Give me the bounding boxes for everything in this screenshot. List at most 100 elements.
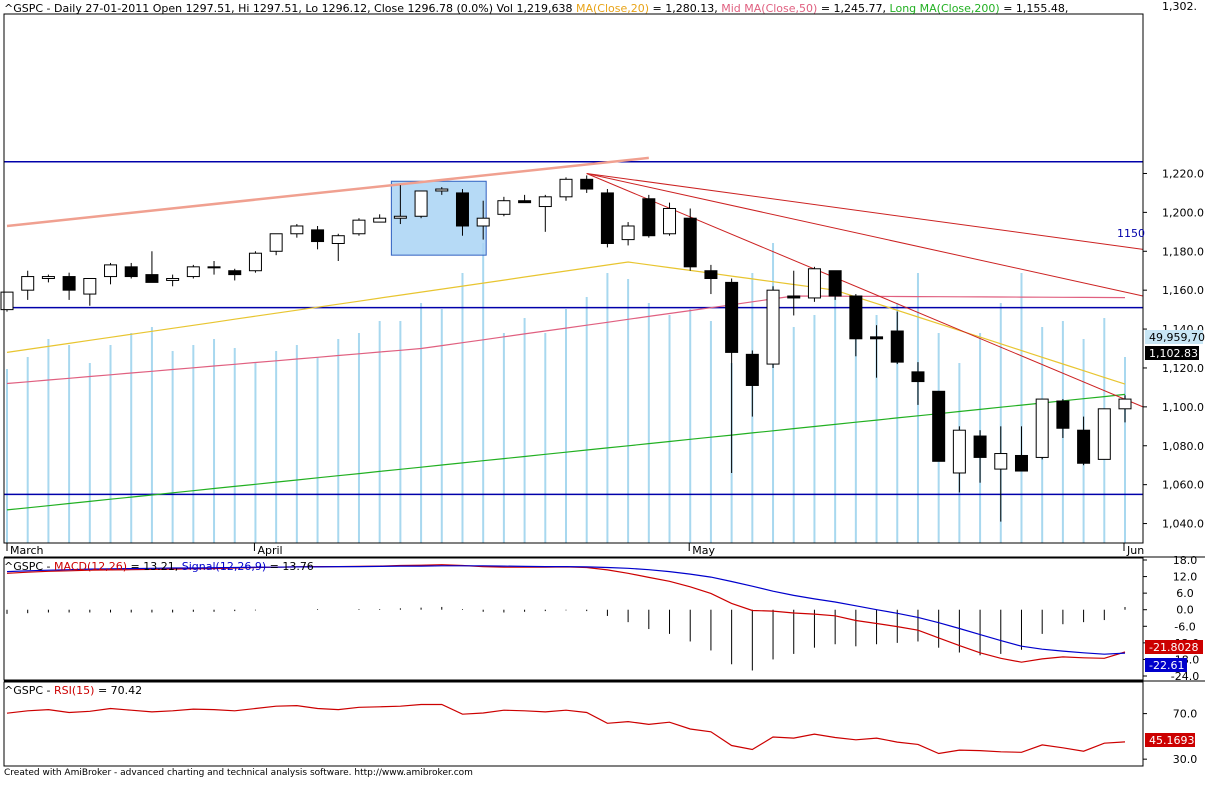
resistance-trend-line [586, 172, 1144, 250]
upper-trend-line [6, 156, 649, 228]
candle-body [828, 270, 842, 297]
price-header-prefix: ^GSPC - Daily 27-01-2011 Open 1297.51, H… [4, 2, 573, 15]
candle-body [890, 330, 904, 363]
candle-body [435, 188, 449, 192]
candle-body [580, 178, 594, 190]
candle-body [21, 276, 35, 291]
candle-body [228, 270, 242, 276]
candle-body [62, 276, 76, 291]
candle-body [745, 353, 759, 386]
signal-legend: Signal(12,26,9) [181, 560, 267, 573]
candle-body [414, 190, 428, 217]
macd-value-marker: -21.8028 [1149, 641, 1198, 654]
level-1150-label: 1150 [1117, 227, 1145, 240]
rsi-panel-header: ^GSPC - RSI(15) = 70.42 [4, 684, 142, 698]
price-axis-label: 1,180.0 [1162, 245, 1204, 258]
candle-body [476, 217, 490, 227]
candle-body [124, 266, 138, 278]
candle-body [911, 371, 925, 383]
x-axis-label: Jun [1126, 544, 1144, 557]
last-price-marker-box [1145, 346, 1199, 360]
rsi-axis-label: 70.0 [1173, 708, 1198, 721]
candle-body [952, 429, 966, 474]
price-panel-header: ^GSPC - Daily 27-01-2011 Open 1297.51, H… [4, 2, 1068, 16]
candle-body [683, 217, 697, 268]
candle-body [166, 278, 180, 281]
price-axis-label: 1,200.0 [1162, 206, 1204, 219]
macd-value-marker-box [1145, 640, 1203, 654]
resistance-trend-line [586, 173, 1144, 408]
price-panel-frame [3, 13, 1144, 544]
candle-body [497, 200, 511, 215]
macd-panel-frame [3, 557, 1144, 681]
candle-body [373, 217, 387, 223]
x-axis-label: May [692, 544, 715, 557]
volume-marker-label: 49,959,70 [1149, 331, 1205, 344]
macd-axis-label: -6.0 [1174, 620, 1195, 633]
candle-body [600, 192, 614, 244]
candle-body [393, 215, 407, 219]
candle-body [518, 200, 532, 204]
candle-body [994, 453, 1008, 470]
footer-credit: Created with AmiBroker - advanced charti… [4, 768, 473, 778]
price-axis-label: 1,060.0 [1162, 479, 1204, 492]
candle-body [725, 281, 739, 353]
candle-body [663, 207, 677, 235]
macd-legend: MACD(12,26) [54, 560, 128, 573]
ma200-legend-value: = 1,155.48, [999, 2, 1069, 15]
candle-body [186, 266, 200, 278]
candle-body [973, 435, 987, 458]
ma50-line [6, 295, 1126, 385]
candle-body [642, 198, 656, 237]
candle-body [248, 252, 262, 272]
signal-line [6, 565, 1126, 655]
candle-body [1118, 398, 1132, 410]
candle-body [0, 291, 14, 311]
candle-body [704, 270, 718, 279]
macd-header-prefix: ^GSPC - [4, 560, 54, 573]
rsi-value-marker: 45.1693 [1149, 734, 1195, 747]
price-axis-label: 1,220.0 [1162, 167, 1204, 180]
price-axis-label: 1,080.0 [1162, 440, 1204, 453]
candle-body [621, 225, 635, 241]
last-price-marker-label: 1,102.83 [1149, 347, 1198, 360]
ma50-legend-value: = 1,245.77, [817, 2, 887, 15]
candle-body [331, 235, 345, 244]
candle-body [1014, 454, 1028, 472]
macd-panel-header: ^GSPC - MACD(12,26) = 13.21, Signal(12,2… [4, 560, 314, 574]
macd-legend-value: = 13.21, [127, 560, 182, 573]
ma20-line [6, 261, 1126, 385]
candle-body [1056, 400, 1070, 429]
candle-body [932, 390, 946, 462]
candle-body [787, 295, 801, 299]
candle-body [290, 225, 304, 235]
price-axis-label: 1,302. [1162, 0, 1197, 13]
candle-body [455, 192, 469, 227]
rsi-legend: RSI(15) [54, 684, 95, 697]
volume-marker-box [1145, 330, 1203, 344]
price-axis-label: 1,120.0 [1162, 362, 1204, 375]
rsi-legend-value: = 70.42 [94, 684, 143, 697]
resistance-trend-line [586, 172, 1144, 297]
macd-axis-label: -24.0 [1171, 670, 1199, 683]
candle-body [311, 229, 325, 243]
rsi-header-prefix: ^GSPC - [4, 684, 54, 697]
candle-body [104, 264, 118, 278]
macd-axis-label: 6.0 [1176, 587, 1194, 600]
candle-body [1077, 429, 1091, 464]
macd-axis-label: 12.0 [1173, 571, 1198, 584]
ma20-legend-value: = 1,280.13, [649, 2, 718, 15]
signal-value-marker: -22.61 [1149, 659, 1184, 672]
candle-body [352, 219, 366, 235]
candle-body [766, 289, 780, 365]
ma50-legend: Mid MA(Close,50) [721, 2, 818, 15]
rsi-value-marker-box [1145, 733, 1195, 747]
rsi-line [6, 703, 1126, 755]
price-axis-label: 1,040.0 [1162, 518, 1204, 531]
price-axis-label: 1,100.0 [1162, 401, 1204, 414]
candle-body [559, 178, 573, 198]
signal-value-marker-box [1145, 658, 1187, 672]
x-axis-label: March [10, 544, 44, 557]
ma20-legend: MA(Close,20) [575, 2, 650, 15]
